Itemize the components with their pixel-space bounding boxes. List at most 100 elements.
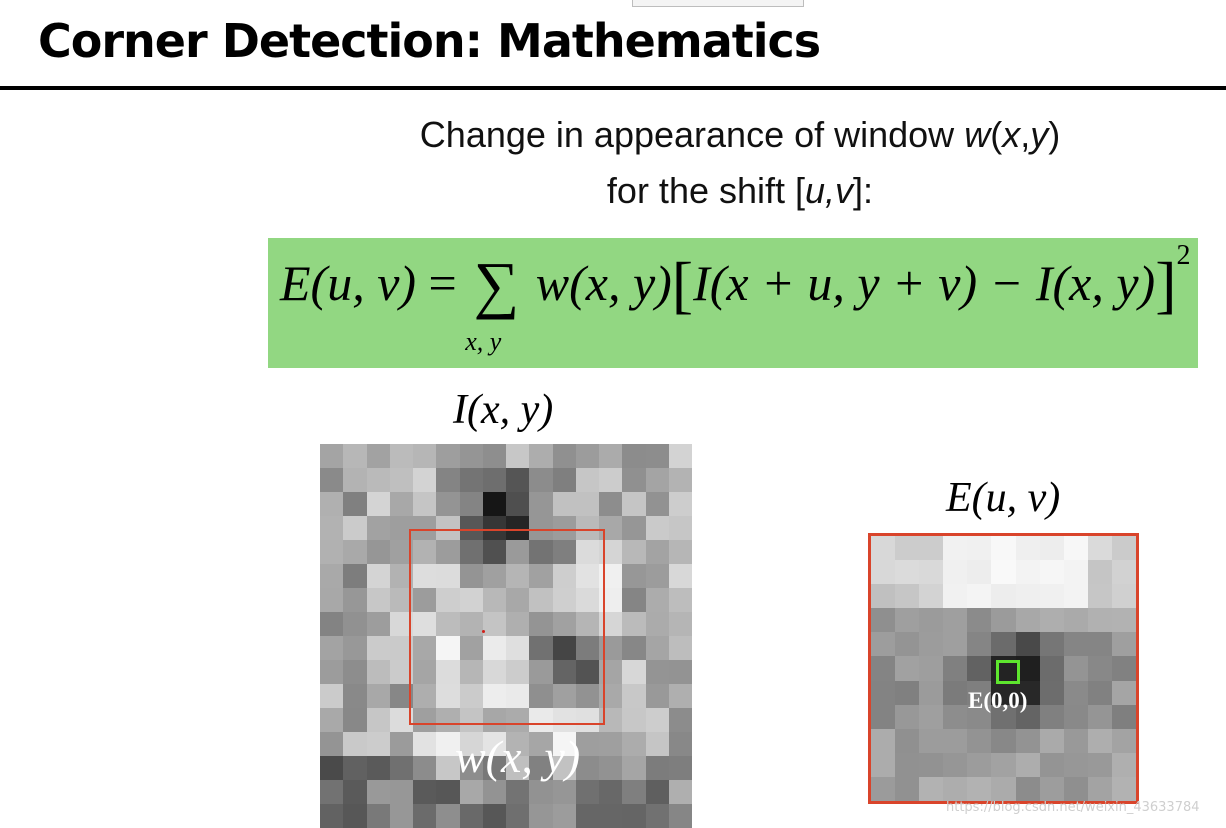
pixel [506, 660, 530, 684]
pixel [320, 732, 344, 756]
pixel [343, 492, 367, 516]
pixel [482, 708, 506, 732]
pixel [668, 780, 692, 804]
pixel [1039, 776, 1064, 801]
error-surface-label: E(u, v) [946, 474, 1060, 522]
pixel [366, 708, 390, 732]
pixel [645, 540, 669, 564]
pixel [991, 752, 1016, 777]
pixel [389, 684, 413, 708]
pixel [1039, 632, 1064, 657]
pixel [1039, 752, 1064, 777]
pixel [1111, 584, 1136, 609]
pixel [1063, 536, 1088, 561]
pixel [668, 444, 692, 468]
pixel [436, 540, 460, 564]
pixel [459, 660, 483, 684]
pixel [919, 728, 944, 753]
formula-lhs-args: (u, v) [310, 255, 417, 311]
pixel [552, 684, 576, 708]
formula-close-bracket: ] [1155, 249, 1177, 320]
pixel [575, 612, 599, 636]
pixel [871, 776, 896, 801]
pixel [1087, 560, 1112, 585]
pixel [599, 780, 623, 804]
pixel [1039, 728, 1064, 753]
pixel [506, 684, 530, 708]
pixel [529, 468, 553, 492]
subtitle-w: w [964, 114, 991, 155]
pixel [668, 732, 692, 756]
pixel [1111, 680, 1136, 705]
pixel [459, 780, 483, 804]
pixel [668, 684, 692, 708]
pixel [895, 632, 920, 657]
pixel [622, 540, 646, 564]
error-label-args: (u, v) [971, 475, 1061, 521]
pixel [482, 684, 506, 708]
pixel [871, 584, 896, 609]
pixel [389, 588, 413, 612]
pixel [1063, 704, 1088, 729]
pixel [1111, 704, 1136, 729]
pixel [482, 588, 506, 612]
pixel [459, 756, 483, 780]
pixel [482, 468, 506, 492]
pixel [320, 636, 344, 660]
pixel [436, 444, 460, 468]
pixel [343, 612, 367, 636]
pixel [1111, 560, 1136, 585]
pixel [413, 684, 437, 708]
pixel [459, 732, 483, 756]
pixel [919, 704, 944, 729]
pixel [320, 684, 344, 708]
subtitle-paren-close: ) [1048, 114, 1061, 155]
pixel [645, 636, 669, 660]
pixel [459, 588, 483, 612]
pixel [389, 516, 413, 540]
pixel [459, 708, 483, 732]
pixel [1039, 680, 1064, 705]
window-label: w(x, y) [455, 731, 581, 782]
pixel [482, 612, 506, 636]
pixel [413, 516, 437, 540]
pixel [343, 636, 367, 660]
pixel [1063, 680, 1088, 705]
pixel [871, 680, 896, 705]
pixel [943, 704, 968, 729]
pixel [343, 588, 367, 612]
pixel [1015, 536, 1040, 561]
pixel [459, 636, 483, 660]
pixel [366, 804, 390, 828]
pixel [943, 560, 968, 585]
pixel [895, 680, 920, 705]
image-label-I: I [453, 387, 467, 433]
pixel [320, 804, 344, 828]
pixel [506, 468, 530, 492]
pixel [552, 564, 576, 588]
pixel [459, 516, 483, 540]
pixel [506, 444, 530, 468]
pixel [1015, 752, 1040, 777]
pixel [1111, 728, 1136, 753]
pixel [413, 660, 437, 684]
pixel [645, 564, 669, 588]
pixel [645, 612, 669, 636]
pixel [1087, 704, 1112, 729]
pixel [1111, 752, 1136, 777]
subtitle-paren-open: ( [990, 114, 1003, 155]
pixel [622, 612, 646, 636]
pixel [668, 588, 692, 612]
sum-symbol: ∑ [473, 249, 520, 320]
pixel [1039, 608, 1064, 633]
pixel [1087, 656, 1112, 681]
pixel [991, 776, 1016, 801]
pixel [645, 588, 669, 612]
pixel [482, 756, 506, 780]
pixel [343, 660, 367, 684]
pixel [668, 612, 692, 636]
pixel [1087, 608, 1112, 633]
pixel [506, 492, 530, 516]
pixel [413, 612, 437, 636]
pixel [622, 492, 646, 516]
